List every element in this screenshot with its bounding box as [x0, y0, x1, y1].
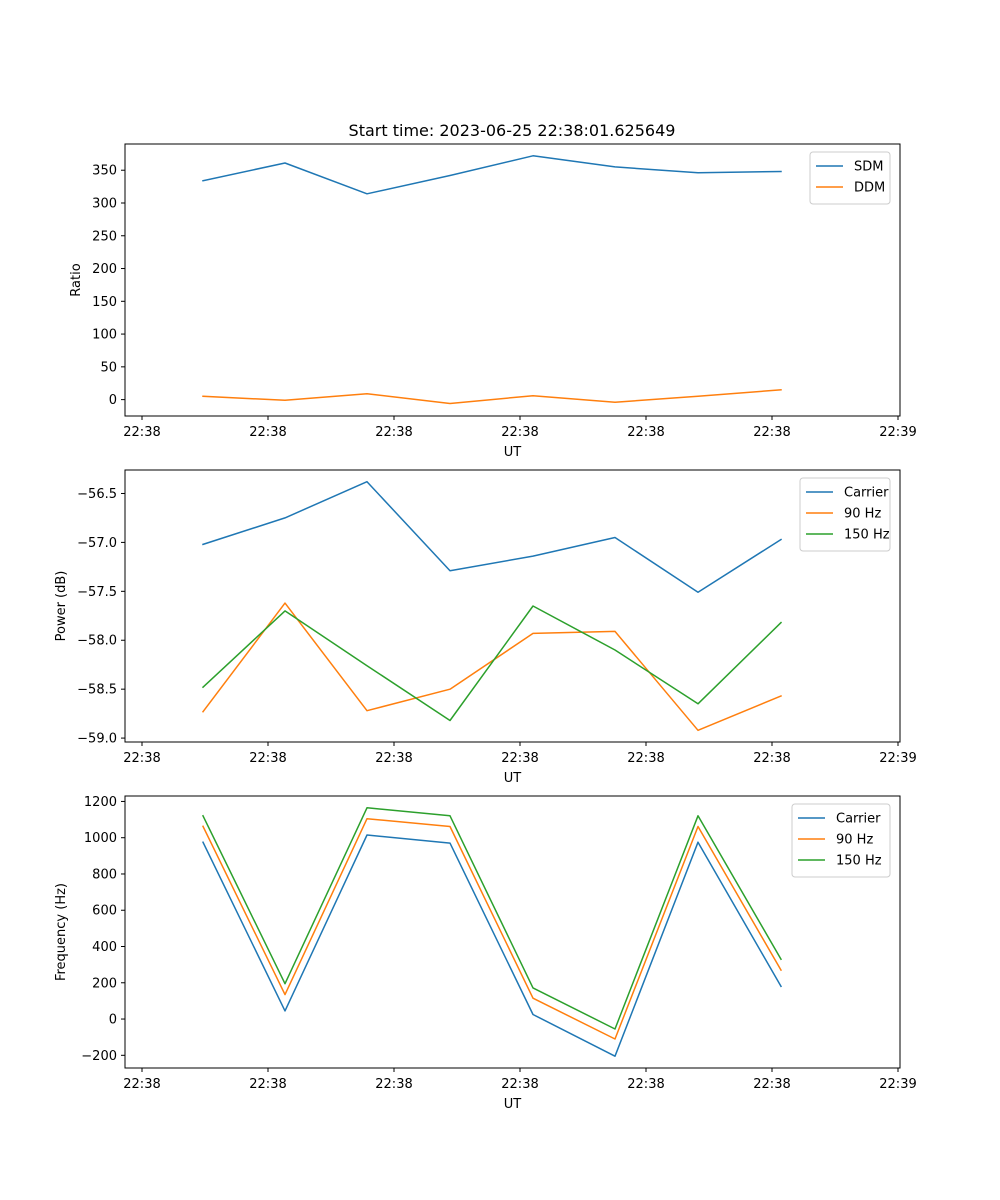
- y-tick-label: −200: [81, 1049, 117, 1064]
- legend-label: 90 Hz: [844, 507, 881, 522]
- series-line-90-hz: [201, 602, 782, 732]
- chart-panel-2: 22:38 22:38 22:38 22:38 22:38 22:38 22:39 −59.0…: [54, 469, 917, 786]
- series-line-carrier: [202, 480, 783, 594]
- x-tick-label: 22:38: [123, 425, 160, 440]
- y-tick-label: 800: [92, 867, 117, 882]
- x-tick-label: 22:38: [753, 425, 790, 440]
- y-tick-label: 1000: [84, 831, 117, 846]
- legend-label: Carrier: [836, 812, 881, 827]
- y-tick-label: 0: [109, 1013, 117, 1028]
- y-tick-label: 350: [92, 164, 117, 179]
- x-tick-label: 22:38: [753, 1077, 790, 1092]
- x-tick-label: 22:38: [249, 1077, 286, 1092]
- y-tick-label: −57.0: [77, 536, 117, 551]
- series-line-ddm: [202, 388, 782, 405]
- y-tick-label: −57.5: [77, 585, 117, 600]
- series-line-sdm: [202, 155, 782, 195]
- legend-label: DDM: [854, 181, 885, 196]
- chart-panel-3: 22:38 22:38 22:38 22:38 22:38 22:38 22:39 −200 0…: [54, 795, 917, 1112]
- y-tick-label: 1200: [84, 795, 117, 810]
- legend-label: SDM: [854, 160, 883, 175]
- y-tick-label: 0: [109, 393, 117, 408]
- y-tick-label: 100: [92, 328, 117, 343]
- x-axis-label: UT: [504, 1097, 522, 1112]
- series-line-carrier: [201, 834, 783, 1057]
- x-tick-label: 22:38: [627, 751, 664, 766]
- x-tick-label: 22:38: [249, 751, 286, 766]
- y-tick-label: 300: [92, 196, 117, 211]
- x-tick-label: 22:39: [879, 751, 916, 766]
- y-tick-label: 600: [92, 904, 117, 919]
- legend: [791, 803, 891, 878]
- x-tick-label: 22:38: [627, 425, 664, 440]
- y-tick-label: 200: [92, 262, 117, 277]
- x-tick-label: 22:38: [249, 425, 286, 440]
- x-axis-label: UT: [504, 771, 522, 786]
- x-tick-label: 22:38: [753, 751, 790, 766]
- figure-title: Start time: 2023-06-25 22:38:01.625649: [349, 121, 676, 140]
- y-tick-label: −59.0: [77, 732, 117, 747]
- x-tick-label: 22:38: [627, 1077, 664, 1092]
- axes-frame: [124, 795, 901, 1069]
- x-tick-label: 22:38: [375, 751, 412, 766]
- legend-label: 90 Hz: [836, 833, 873, 848]
- y-tick-label: −56.5: [77, 487, 117, 502]
- y-tick-label: 250: [92, 229, 117, 244]
- y-axis-label: Ratio: [69, 263, 84, 296]
- series-line-150-hz: [201, 807, 783, 1030]
- y-axis-label: Power (dB): [54, 571, 69, 642]
- legend-label: 150 Hz: [844, 528, 890, 543]
- y-axis-label: Frequency (Hz): [54, 883, 69, 981]
- legend: [809, 151, 891, 205]
- legend: [799, 477, 891, 552]
- y-tick-label: 50: [100, 360, 117, 375]
- y-tick-label: 200: [92, 976, 117, 991]
- legend-label: 150 Hz: [836, 854, 882, 869]
- y-tick-label: 150: [92, 295, 117, 310]
- x-tick-label: 22:39: [879, 1077, 916, 1092]
- y-tick-label: −58.5: [77, 683, 117, 698]
- x-tick-label: 22:38: [123, 1077, 160, 1092]
- x-tick-label: 22:38: [375, 1077, 412, 1092]
- y-tick-label: −58.0: [77, 634, 117, 649]
- x-axis-label: UT: [504, 445, 522, 460]
- series-line-90-hz: [201, 817, 783, 1040]
- series-line-150-hz: [201, 605, 783, 722]
- x-tick-label: 22:38: [123, 751, 160, 766]
- x-tick-label: 22:39: [879, 425, 916, 440]
- x-tick-label: 22:38: [501, 425, 538, 440]
- x-tick-label: 22:38: [501, 751, 538, 766]
- chart-panel-1: 22:38 22:38 22:38 22:38 22:38 22:38 22:39 0 50 10…: [69, 143, 917, 460]
- axes-frame: [124, 143, 901, 417]
- axes-frame: [124, 469, 901, 743]
- x-tick-label: 22:38: [501, 1077, 538, 1092]
- y-tick-label: 400: [92, 940, 117, 955]
- legend-label: Carrier: [844, 486, 889, 501]
- x-tick-label: 22:38: [375, 425, 412, 440]
